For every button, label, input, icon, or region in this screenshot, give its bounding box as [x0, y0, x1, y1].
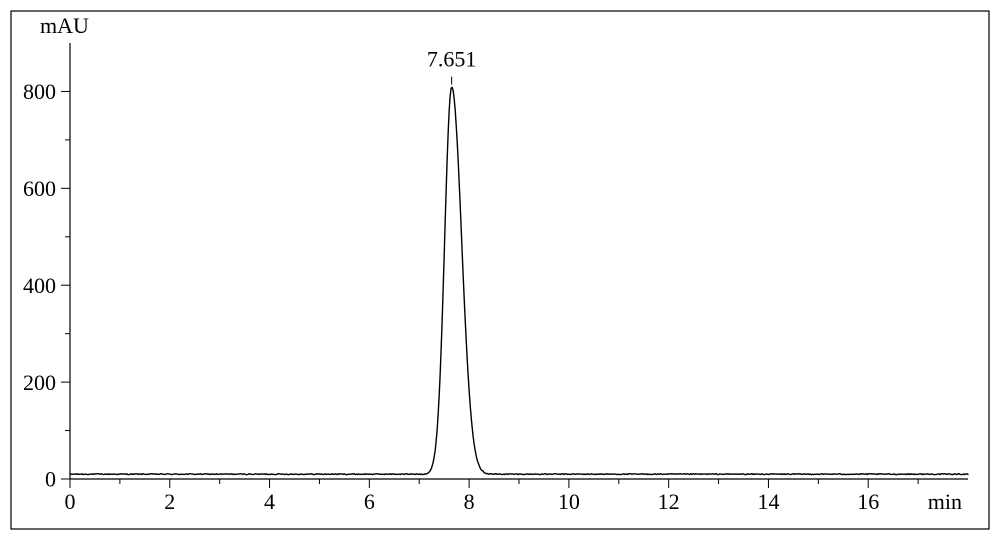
x-tick-label: 2: [164, 489, 175, 514]
x-tick-label: 16: [857, 489, 879, 514]
x-tick-label: 12: [658, 489, 680, 514]
y-tick-label: 400: [23, 273, 56, 298]
x-tick-label: 8: [464, 489, 475, 514]
x-tick-label: 6: [364, 489, 375, 514]
peak-label: 7.651: [427, 47, 477, 72]
chromatogram-trace: [70, 87, 968, 474]
y-tick-label: 200: [23, 370, 56, 395]
x-tick-label: 10: [558, 489, 580, 514]
x-axis-unit: min: [928, 489, 962, 514]
x-tick-label: 4: [264, 489, 275, 514]
y-tick-label: 800: [23, 79, 56, 104]
outer-frame: [11, 11, 989, 529]
y-tick-label: 0: [45, 467, 56, 492]
y-axis-unit: mAU: [40, 13, 89, 38]
x-tick-label: 0: [65, 489, 76, 514]
chromatogram-figure: 0 2 4 6 8 10 12 14 16 0 200 400 600 800 mAU min 7.651: [0, 0, 1000, 539]
y-tick-label: 600: [23, 176, 56, 201]
x-tick-label: 14: [757, 489, 779, 514]
